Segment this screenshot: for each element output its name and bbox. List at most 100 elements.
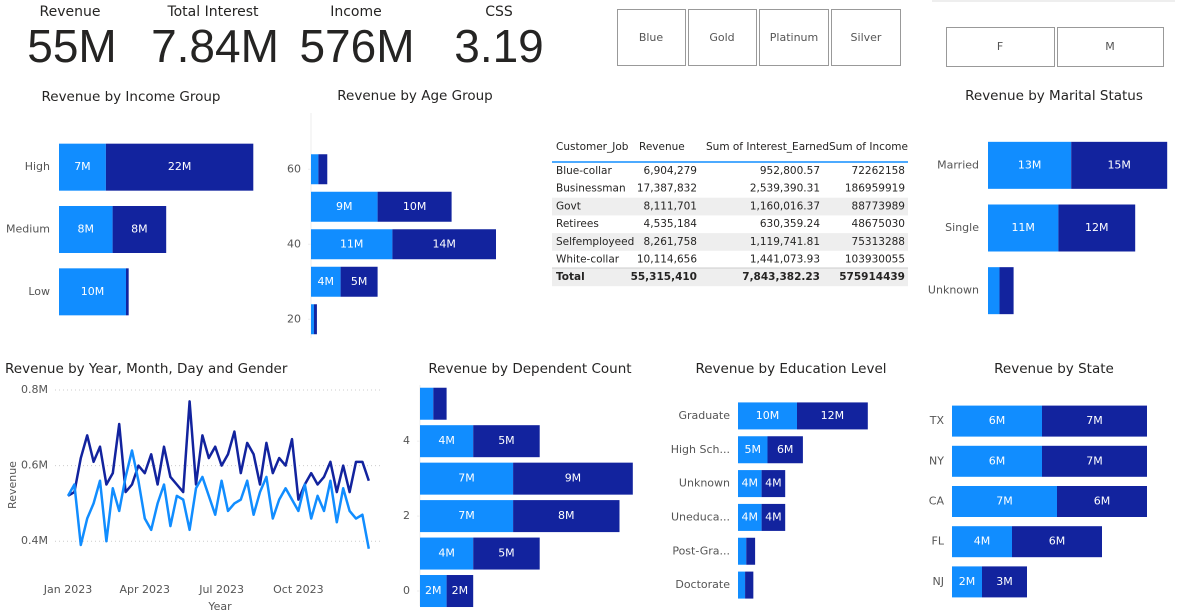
slicer-label[interactable]: Gold	[709, 31, 734, 44]
bar-segment	[112, 206, 167, 253]
column-header: Revenue	[639, 141, 685, 153]
data-label: 9M	[336, 200, 353, 213]
table-cell: 4,535,184	[644, 218, 698, 230]
bar-segment	[59, 143, 106, 191]
data-label: 11M	[340, 237, 364, 250]
x-axis-label: Year	[207, 600, 232, 613]
bar-segment	[392, 229, 496, 260]
total-cell: 55,315,410	[631, 271, 697, 283]
table-cell: Govt	[556, 200, 581, 212]
bar-segment	[446, 575, 474, 608]
data-label: 7M	[1086, 414, 1103, 427]
chart-title: Revenue by Marital Status	[965, 88, 1143, 104]
slicer-label[interactable]: F	[997, 40, 1003, 53]
row-band	[552, 268, 908, 287]
chart-title: Revenue by Dependent Count	[428, 361, 631, 377]
y-tick-label: 2	[403, 509, 410, 522]
table-cell: Businessman	[556, 183, 626, 195]
bar-segment	[738, 571, 746, 599]
bar-segment	[746, 537, 756, 565]
slicer-button[interactable]	[759, 9, 829, 66]
table-cell: White-collar	[556, 254, 620, 266]
data-label: 6M	[1049, 535, 1066, 548]
table-cell: 103930055	[845, 254, 905, 266]
bar-segment	[738, 402, 797, 430]
slicer-button[interactable]	[688, 9, 757, 66]
data-label: 4M	[318, 275, 335, 288]
slicer-label[interactable]: Platinum	[770, 31, 818, 44]
data-label: 6M	[1094, 495, 1111, 508]
table-cell: 6,904,279	[644, 165, 697, 177]
category-label: Unknown	[679, 477, 730, 490]
y-tick-label: 60	[287, 162, 301, 175]
data-label: 4M	[742, 477, 759, 490]
category-label: Low	[28, 285, 50, 298]
chart-title: Revenue by Year, Month, Day and Gender	[5, 361, 288, 377]
bar-segment	[473, 425, 540, 458]
data-label: 7M	[996, 495, 1013, 508]
bar-segment	[988, 141, 1072, 189]
bar-segment	[126, 268, 129, 316]
column-header: Customer_Job	[556, 141, 629, 153]
table-cell: 8,111,701	[644, 200, 697, 212]
table-cell: 72262158	[852, 165, 905, 177]
bar-segment	[999, 267, 1014, 315]
bar-segment	[988, 204, 1059, 252]
table-cell: 1,441,073.93	[750, 254, 820, 266]
slicer-button[interactable]	[946, 27, 1055, 67]
bar-segment	[745, 571, 754, 599]
line-series	[67, 400, 370, 501]
data-label: 12M	[1085, 221, 1109, 234]
data-label: 7M	[1086, 454, 1103, 467]
table-cell: 952,800.57	[760, 165, 820, 177]
bar-segment	[952, 486, 1057, 517]
table-cell: 88773989	[852, 200, 905, 212]
bar-segment	[1071, 141, 1168, 189]
bar-segment	[761, 503, 786, 531]
chart-title: Revenue by Income Group	[41, 89, 220, 105]
table-cell: 48675030	[852, 218, 905, 230]
card-value: 3.19	[454, 20, 544, 72]
slicer-label[interactable]: Blue	[639, 31, 664, 44]
bar-segment	[433, 387, 447, 420]
bar-segment	[105, 143, 254, 191]
category-label: High	[25, 160, 50, 173]
data-label: 7M	[74, 160, 91, 173]
table-cell: 630,359.24	[760, 218, 820, 230]
table-cell: 1,160,016.37	[750, 200, 820, 212]
card-value: 576M	[299, 20, 414, 72]
data-label: 4M	[742, 510, 759, 523]
x-tick-label: Jan 2023	[43, 583, 92, 596]
bar-segment	[311, 191, 378, 222]
slicer-button[interactable]	[1057, 27, 1164, 67]
bar-segment	[420, 537, 474, 570]
slicer-label[interactable]: Silver	[851, 31, 882, 44]
x-tick-label: Apr 2023	[120, 583, 171, 596]
data-label: 4M	[438, 434, 455, 447]
category-label: Medium	[6, 223, 50, 236]
slicer-button[interactable]	[831, 9, 901, 66]
category-label: NY	[929, 454, 944, 467]
y-axis-label: Revenue	[6, 461, 19, 509]
category-label: Graduate	[678, 409, 730, 422]
bar-segment	[473, 537, 540, 570]
table-cell: Retirees	[556, 218, 599, 230]
slicer-button[interactable]	[617, 9, 686, 66]
bar-segment	[738, 503, 762, 531]
data-label: 5M	[498, 434, 515, 447]
slicer-label[interactable]: M	[1105, 40, 1115, 53]
table-cell: Blue-collar	[556, 165, 612, 177]
bar-segment	[767, 436, 803, 464]
chart-title: Revenue by Age Group	[337, 88, 492, 104]
data-label: 2M	[959, 575, 976, 588]
column-header: Sum of Interest_Earned	[706, 141, 829, 153]
table-cell: 8,261,758	[644, 236, 697, 248]
card-label: Income	[330, 4, 382, 20]
y-tick-label: 20	[287, 312, 301, 325]
category-label: TX	[929, 414, 945, 427]
bar-segment	[59, 206, 113, 253]
table-cell: 17,387,832	[637, 183, 697, 195]
total-cell: 7,843,382.23	[742, 271, 820, 283]
y-tick-label: 0	[403, 584, 410, 597]
